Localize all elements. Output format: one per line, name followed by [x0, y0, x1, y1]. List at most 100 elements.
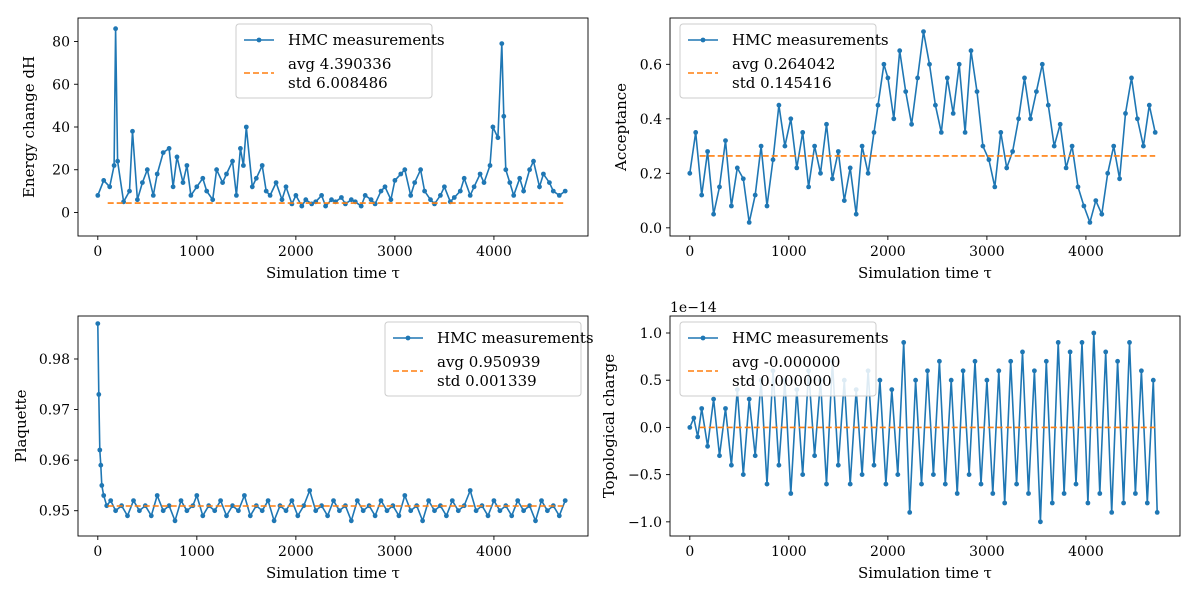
data-point — [1061, 491, 1067, 496]
data-point — [259, 508, 265, 514]
data-point — [212, 508, 218, 514]
data-point — [267, 193, 273, 198]
data-point — [418, 167, 423, 173]
data-point — [491, 498, 497, 503]
data-point — [956, 61, 962, 67]
data-point — [907, 510, 913, 515]
data-point — [135, 197, 140, 203]
x-tick-label: 1000 — [771, 544, 807, 560]
data-point — [699, 192, 705, 198]
data-point — [871, 462, 877, 468]
y-tick-label: 0.6 — [640, 57, 662, 73]
data-point — [457, 188, 463, 194]
data-point — [687, 425, 693, 430]
data-point — [889, 387, 895, 392]
legend-label-std: std 0.001339 — [437, 372, 537, 390]
data-point — [764, 203, 770, 209]
data-point — [166, 503, 172, 509]
data-point — [224, 513, 229, 519]
data-point — [473, 508, 479, 514]
data-point — [1079, 340, 1085, 345]
y-tick-label: 0.0 — [640, 420, 662, 436]
data-point — [1010, 149, 1015, 154]
series-line — [689, 31, 1156, 226]
data-point — [978, 481, 984, 487]
data-point — [243, 124, 249, 130]
axes-frame — [669, 17, 1181, 237]
legend-label-std: std 6.008486 — [288, 74, 388, 92]
data-point — [1043, 358, 1049, 364]
data-point — [847, 165, 853, 171]
data-point — [283, 184, 289, 190]
data-point — [1127, 340, 1132, 345]
y-tick-label: 40 — [52, 120, 70, 136]
data-point — [1022, 75, 1027, 81]
data-point — [883, 481, 889, 487]
y-tick-label: 0.2 — [640, 166, 662, 182]
data-point — [533, 518, 538, 524]
x-axis-label: Simulation time τ — [858, 264, 992, 282]
data-point — [438, 193, 443, 198]
data-point — [998, 130, 1004, 135]
data-point — [1109, 510, 1115, 515]
y-tick-label: 1.0 — [640, 326, 662, 342]
data-point — [517, 175, 523, 181]
data-point — [337, 508, 342, 514]
data-point — [871, 130, 877, 135]
data-point — [408, 508, 414, 514]
data-point — [444, 513, 449, 519]
data-point — [442, 184, 447, 190]
data-point — [1103, 349, 1109, 355]
data-point — [99, 483, 105, 488]
x-tick-label: 1000 — [179, 244, 215, 260]
data-point — [1139, 368, 1144, 374]
data-point — [891, 116, 897, 122]
data-point — [503, 167, 509, 173]
x-tick-label: 4000 — [1068, 244, 1104, 260]
data-point — [515, 498, 521, 503]
subplot-topological-charge: 0 1000 2000 3000 4000 −1.0 −0.5 0.0 0.5 1.0 Simula… — [600, 300, 1181, 582]
data-point — [974, 89, 980, 94]
x-tick-label: 0 — [685, 244, 694, 260]
data-point — [962, 130, 968, 135]
data-point — [455, 508, 461, 514]
data-point — [881, 61, 887, 67]
data-point — [1016, 116, 1021, 122]
legend-label-avg: avg 0.950939 — [437, 353, 540, 371]
data-point — [283, 508, 289, 514]
data-point — [705, 443, 710, 449]
data-point — [788, 116, 794, 122]
data-point — [541, 171, 546, 177]
data-point — [776, 462, 782, 468]
data-point — [984, 377, 990, 383]
data-point — [1038, 519, 1043, 525]
data-point — [319, 503, 324, 509]
data-point — [865, 170, 871, 176]
data-point — [921, 29, 926, 34]
data-point — [782, 143, 788, 149]
data-point — [758, 143, 764, 149]
data-point — [402, 167, 408, 173]
data-point — [1004, 165, 1010, 171]
data-point — [108, 498, 114, 503]
data-point — [521, 188, 526, 194]
data-point — [236, 508, 241, 514]
data-point — [301, 503, 307, 509]
data-point — [230, 503, 235, 509]
data-point — [1057, 121, 1063, 127]
data-point — [313, 508, 319, 514]
data-point — [238, 146, 243, 151]
legend-label-avg: avg -0.000000 — [732, 353, 840, 371]
legend-box — [235, 23, 433, 99]
data-point — [705, 149, 710, 154]
data-point — [800, 130, 806, 135]
data-point — [562, 498, 568, 503]
data-point — [1097, 491, 1103, 496]
data-point — [752, 192, 758, 198]
data-point — [693, 130, 699, 135]
data-point — [1152, 130, 1158, 135]
data-point — [170, 184, 176, 190]
data-point — [937, 358, 942, 364]
data-point — [1133, 491, 1138, 496]
